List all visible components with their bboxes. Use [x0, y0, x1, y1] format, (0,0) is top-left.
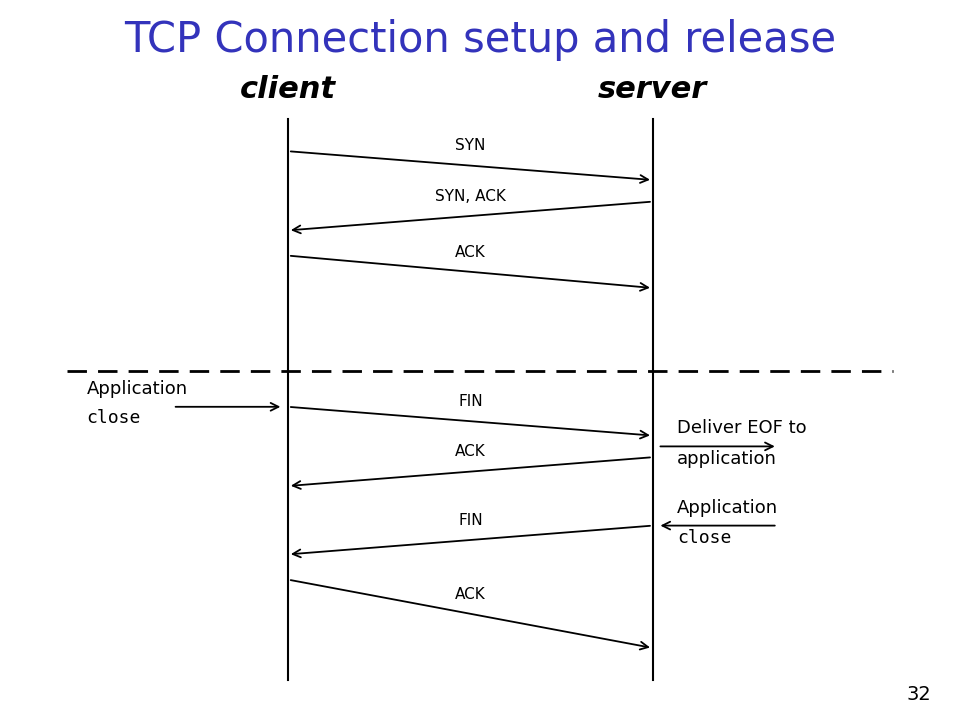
Text: SYN, ACK: SYN, ACK	[435, 189, 506, 204]
Text: 32: 32	[906, 685, 931, 704]
Text: client: client	[240, 76, 336, 104]
Text: application: application	[677, 450, 777, 468]
Text: TCP Connection setup and release: TCP Connection setup and release	[124, 19, 836, 60]
Text: ACK: ACK	[455, 444, 486, 459]
Text: Application: Application	[86, 380, 187, 398]
Text: ACK: ACK	[455, 245, 486, 259]
Text: close: close	[86, 409, 141, 427]
Text: ACK: ACK	[455, 587, 486, 601]
Text: Application: Application	[677, 499, 778, 517]
Text: server: server	[598, 76, 708, 104]
Text: SYN: SYN	[455, 138, 486, 153]
Text: FIN: FIN	[458, 513, 483, 528]
Text: FIN: FIN	[458, 394, 483, 409]
Text: Deliver EOF to: Deliver EOF to	[677, 419, 806, 437]
Text: close: close	[677, 529, 732, 547]
